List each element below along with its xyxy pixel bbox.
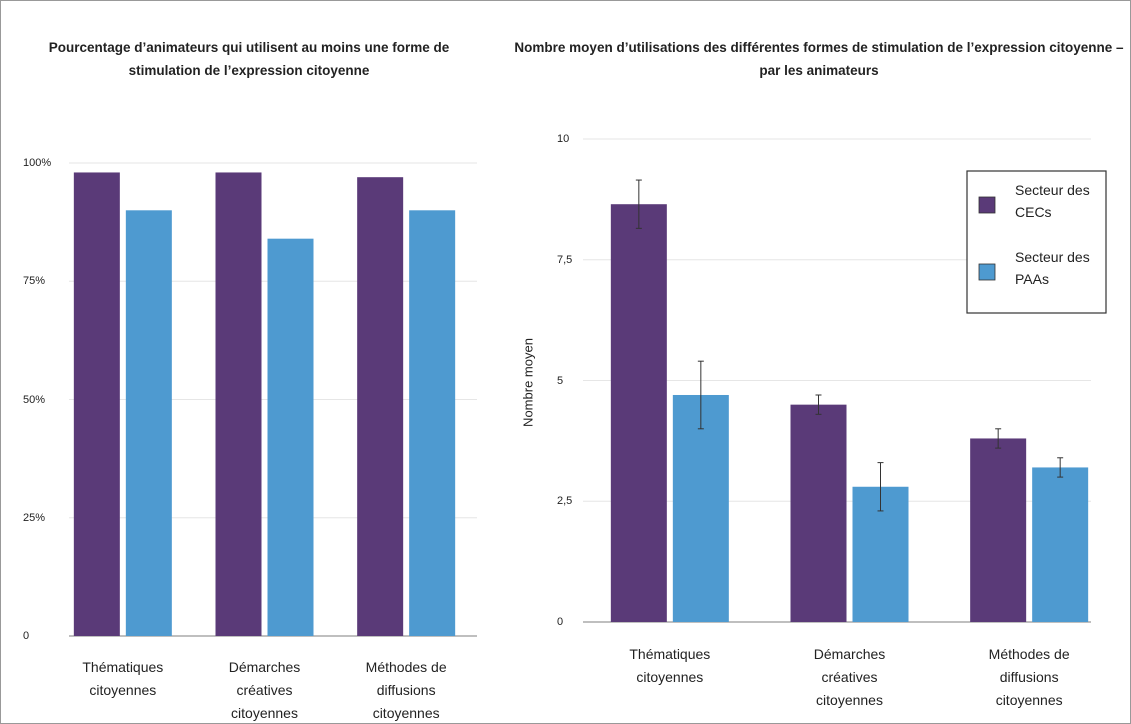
- bar: [610, 204, 667, 622]
- legend-swatch: [978, 196, 996, 214]
- y-tick-label: 5: [557, 374, 564, 387]
- x-tick-label: Thématiques citoyennes: [629, 646, 711, 685]
- error-bar: [635, 179, 642, 229]
- bar: [409, 210, 456, 637]
- bar: [73, 172, 120, 636]
- bar: [357, 177, 404, 636]
- error-bar: [1057, 457, 1064, 478]
- y-axis-label: Nombre moyen: [520, 337, 536, 427]
- y-tick-label: 25%: [23, 511, 46, 524]
- chart-title: Pourcentage d’animateurs qui utilisent a…: [48, 40, 450, 78]
- x-tick-label: Méthodes de diffusions citoyennes: [988, 646, 1070, 708]
- bar: [215, 172, 262, 636]
- error-bar: [995, 428, 1002, 449]
- x-tick-label: Démarches créatives citoyennes: [228, 659, 301, 721]
- legend-label: Secteur des PAAs: [1015, 249, 1090, 287]
- error-bar: [697, 360, 704, 430]
- bar: [125, 210, 172, 637]
- legend-swatch: [978, 263, 996, 281]
- error-bar: [815, 394, 822, 415]
- y-tick-label: 0: [557, 616, 564, 628]
- y-tick-label: 0: [23, 630, 30, 642]
- bar: [790, 404, 847, 622]
- bar: [267, 238, 314, 636]
- y-tick-label: 50%: [23, 393, 46, 406]
- y-tick-label: 10: [557, 133, 570, 145]
- x-tick-label: Thématiques citoyennes: [82, 659, 164, 698]
- y-tick-label: 100%: [23, 157, 52, 169]
- bar: [672, 394, 729, 622]
- bar: [1032, 467, 1089, 622]
- y-tick-label: 2,5: [557, 495, 573, 508]
- legend-label: Secteur des CECs: [1015, 182, 1090, 220]
- y-tick-label: 75%: [23, 275, 46, 288]
- chart-title: Nombre moyen d’utilisations des différen…: [514, 40, 1124, 78]
- bar: [970, 438, 1027, 622]
- y-tick-label: 7,5: [557, 253, 573, 266]
- x-tick-label: Démarches créatives citoyennes: [813, 646, 886, 708]
- error-bar: [877, 462, 884, 512]
- legend-box: [966, 170, 1107, 314]
- x-tick-label: Méthodes de diffusions citoyennes: [365, 659, 447, 721]
